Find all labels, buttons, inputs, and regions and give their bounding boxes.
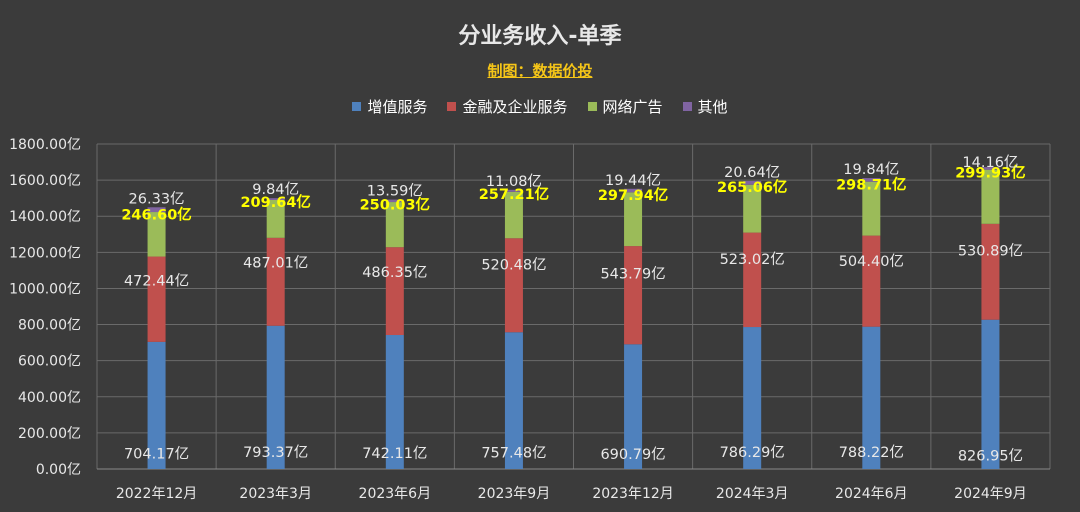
bar-segment xyxy=(266,237,285,326)
data-label: 14.16亿 xyxy=(962,154,1018,171)
data-label: 250.03亿 xyxy=(360,195,430,213)
y-tick-label: 1400.00亿 xyxy=(9,209,81,225)
y-tick-label: 0.00亿 xyxy=(36,462,81,478)
data-label: 486.35亿 xyxy=(362,264,427,281)
bar-segment xyxy=(266,199,285,238)
bar-segment xyxy=(385,247,404,336)
bar-segment xyxy=(981,223,1000,320)
data-label: 487.01亿 xyxy=(243,254,308,271)
legend-item-advertising: 网络广告 xyxy=(587,96,663,117)
data-label: 9.84亿 xyxy=(252,181,299,198)
bar-segment xyxy=(624,246,643,345)
bar-segment xyxy=(504,189,523,192)
legend-swatch-fintech xyxy=(447,102,457,111)
y-tick-label: 1800.00亿 xyxy=(9,137,81,153)
data-label: 826.95亿 xyxy=(958,448,1023,465)
legend-label-other: 其他 xyxy=(697,98,728,116)
data-label: 246.60亿 xyxy=(121,205,191,223)
x-tick-label: 2023年6月 xyxy=(359,486,432,502)
x-tick-label: 2023年12月 xyxy=(592,486,673,502)
legend-swatch-value-added xyxy=(352,102,362,111)
data-label: 472.44亿 xyxy=(124,272,189,289)
data-label: 793.37亿 xyxy=(243,444,308,461)
bar-segment xyxy=(862,235,881,327)
y-tick-label: 1000.00亿 xyxy=(9,281,81,297)
bar-segment xyxy=(504,191,523,239)
legend-swatch-other xyxy=(682,102,692,111)
y-tick-label: 800.00亿 xyxy=(18,318,81,334)
data-label: 704.17亿 xyxy=(124,446,189,463)
data-label: 20.64亿 xyxy=(724,164,780,181)
data-label: 543.79亿 xyxy=(600,266,665,283)
bar-segment xyxy=(504,238,523,333)
data-label: 209.64亿 xyxy=(240,193,310,211)
bar-segment xyxy=(981,169,1000,224)
data-label: 742.11亿 xyxy=(362,445,427,462)
x-tick-label: 2024年3月 xyxy=(716,486,789,502)
data-label: 298.71亿 xyxy=(836,175,906,193)
bar-segment xyxy=(862,178,881,182)
y-tick-label: 400.00亿 xyxy=(18,390,81,406)
data-label: 19.84亿 xyxy=(843,161,899,178)
bar-segment xyxy=(266,198,285,200)
data-label: 26.33亿 xyxy=(129,190,185,207)
bar-segment xyxy=(981,167,1000,170)
bar-segment xyxy=(862,326,881,469)
bar-segment xyxy=(743,181,762,185)
legend-item-value-added: 增值服务 xyxy=(352,96,427,117)
data-label: 13.59亿 xyxy=(367,183,423,200)
bar-segment xyxy=(147,207,166,213)
legend-label-value-added: 增值服务 xyxy=(367,98,428,116)
bar-segment xyxy=(624,344,643,469)
legend-label-advertising: 网络广告 xyxy=(602,98,663,116)
x-tick-label: 2022年12月 xyxy=(116,486,197,502)
data-label: 504.40亿 xyxy=(839,253,904,270)
data-label: 530.89亿 xyxy=(958,243,1023,260)
legend-item-fintech: 金融及企业服务 xyxy=(447,96,568,117)
bar-segment xyxy=(743,232,762,328)
bar-segment xyxy=(743,184,762,233)
data-label: 11.08亿 xyxy=(486,173,542,190)
data-label: 19.44亿 xyxy=(605,172,661,189)
legend: 增值服务 金融及企业服务 网络广告 其他 xyxy=(0,96,1080,117)
bar-segment xyxy=(147,341,166,469)
bar-segment xyxy=(743,327,762,469)
chart-subtitle: 制图：数据价投 xyxy=(487,62,593,80)
bar-segment xyxy=(147,212,166,257)
y-tick-label: 1600.00亿 xyxy=(9,173,81,189)
data-label: 757.48亿 xyxy=(481,445,546,462)
legend-swatch-advertising xyxy=(587,102,597,111)
bar-segment xyxy=(385,335,404,469)
legend-label-fintech: 金融及企业服务 xyxy=(462,98,568,116)
x-tick-label: 2023年9月 xyxy=(478,486,551,502)
data-label: 297.94亿 xyxy=(598,186,668,204)
bar-segment xyxy=(385,202,404,248)
bar-segment xyxy=(981,319,1000,469)
data-label: 265.06亿 xyxy=(717,178,787,196)
x-tick-label: 2023年3月 xyxy=(239,486,312,502)
data-label: 257.21亿 xyxy=(479,185,549,203)
bar-segment xyxy=(624,192,643,247)
bar-segment xyxy=(624,188,643,193)
bar-segment xyxy=(266,325,285,469)
x-tick-label: 2024年9月 xyxy=(954,486,1027,502)
bar-segment xyxy=(862,181,881,236)
legend-item-other: 其他 xyxy=(682,96,728,117)
bar-segment xyxy=(147,256,166,342)
data-label: 788.22亿 xyxy=(839,444,904,461)
y-tick-label: 200.00亿 xyxy=(18,426,81,442)
x-tick-label: 2024年6月 xyxy=(835,486,908,502)
data-label: 690.79亿 xyxy=(600,446,665,463)
data-label: 786.29亿 xyxy=(720,444,785,461)
chart-title: 分业务收入-单季 xyxy=(458,24,622,49)
bar-segment xyxy=(385,199,404,203)
y-tick-label: 600.00亿 xyxy=(18,354,81,370)
data-label: 520.48亿 xyxy=(481,257,546,274)
data-label: 523.02亿 xyxy=(720,251,785,268)
bar-segment xyxy=(504,332,523,469)
data-label: 299.93亿 xyxy=(955,163,1025,181)
y-tick-label: 1200.00亿 xyxy=(9,245,81,261)
